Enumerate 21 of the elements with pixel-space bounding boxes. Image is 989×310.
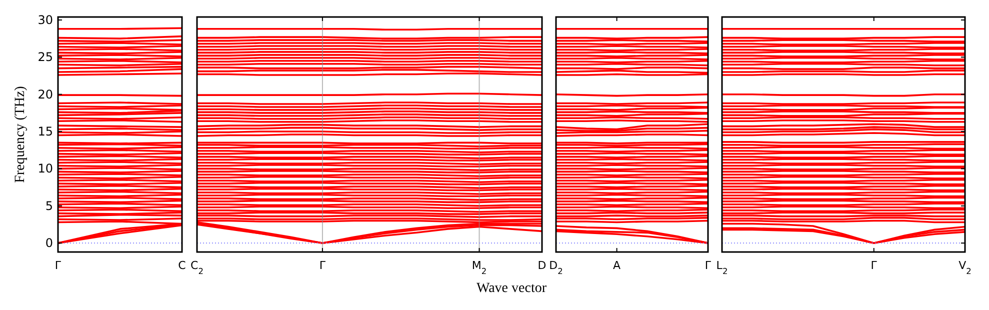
y-tick-label: 25 xyxy=(38,50,53,64)
x-tick-label: M$_{2}$ xyxy=(472,259,487,276)
y-tick-label: 20 xyxy=(38,87,53,102)
y-tick-label: 10 xyxy=(38,162,53,176)
x-tick-label: Γ xyxy=(54,259,62,272)
x-tick-label: C xyxy=(178,259,186,272)
y-tick-label: 5 xyxy=(45,198,53,213)
y-tick-label: 15 xyxy=(38,124,53,139)
x-tick-label: L$_{2}$ xyxy=(716,259,728,276)
x-tick-label: D xyxy=(538,259,546,272)
y-tick-label: 0 xyxy=(45,236,53,250)
x-tick-label: Γ xyxy=(704,259,712,272)
x-tick-label: A xyxy=(613,259,622,272)
x-tick-label: C$_{2}$ xyxy=(190,259,204,276)
x-tick-label: Γ xyxy=(870,259,878,272)
x-tick-label: D$_{2}$ xyxy=(549,259,563,276)
x-tick-label: V$_{2}$ xyxy=(958,259,972,276)
y-tick-label: 30 xyxy=(38,12,53,27)
x-tick-label: Γ xyxy=(319,259,326,272)
y-axis-title: Frequency (THz) xyxy=(13,86,28,183)
x-axis-title: Wave vector xyxy=(476,281,547,296)
